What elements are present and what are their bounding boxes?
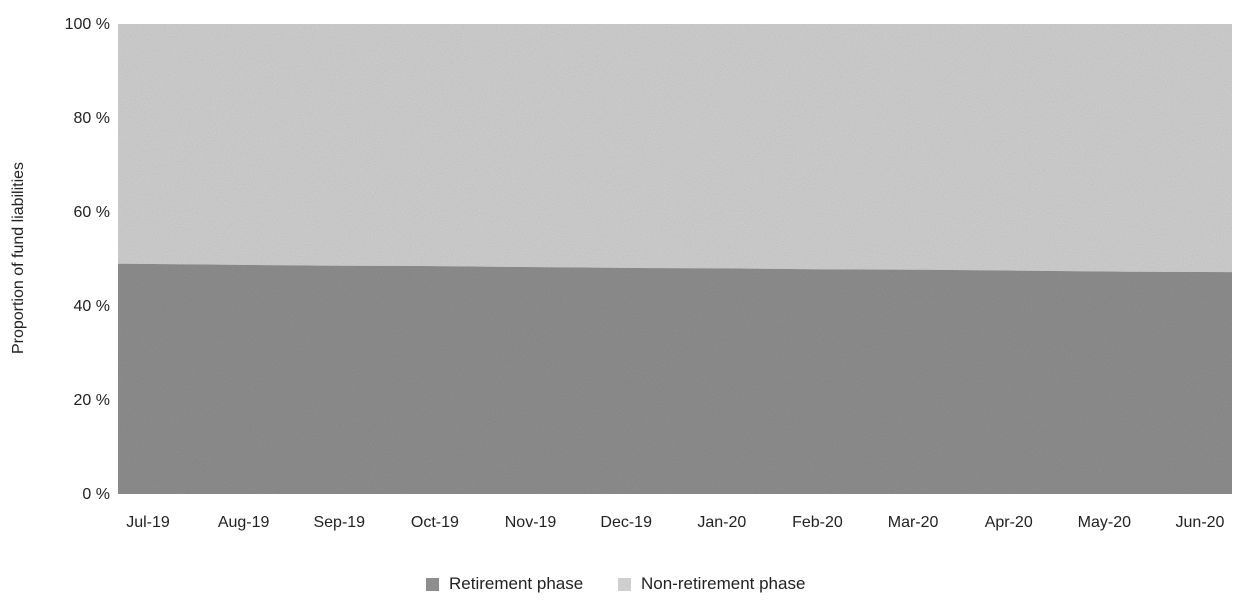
legend-swatch-non-retirement	[618, 577, 631, 591]
y-tick-label: 100 %	[65, 16, 110, 33]
legend-label-retirement: Retirement phase	[449, 574, 584, 593]
legend-label-non-retirement: Non-retirement phase	[641, 574, 806, 593]
y-tick-label: 80 %	[74, 110, 110, 127]
y-tick-label: 20 %	[74, 392, 110, 409]
x-tick-label: Jan-20	[697, 514, 746, 531]
legend-swatch-retirement	[426, 577, 439, 591]
x-tick-label: Feb-20	[792, 514, 843, 531]
legend: Retirement phase Non-retirement phase	[0, 574, 1237, 604]
x-tick-label: Nov-19	[505, 514, 557, 531]
y-axis-title: Proportion of fund liabilities	[10, 162, 27, 354]
x-tick-label: Oct-19	[411, 514, 459, 531]
area-non-retirement-phase	[118, 24, 1232, 273]
y-tick-label: 60 %	[74, 204, 110, 221]
plot-area	[118, 24, 1232, 494]
x-tick-label: Sep-19	[313, 514, 365, 531]
x-tick-label: Mar-20	[888, 514, 939, 531]
x-tick-label: Dec-19	[600, 514, 652, 531]
y-tick-label: 40 %	[74, 298, 110, 315]
x-tick-label: May-20	[1078, 514, 1131, 531]
x-tick-label: Jul-19	[126, 514, 170, 531]
x-tick-label: Aug-19	[218, 514, 270, 531]
x-tick-label: Apr-20	[985, 514, 1033, 531]
x-axis: Jul-19 Aug-19 Sep-19 Oct-19 Nov-19 Dec-19 Jan-…	[126, 514, 1224, 531]
y-tick-label: 0 %	[82, 486, 110, 503]
legend-item-non-retirement: Non-retirement phase	[618, 574, 805, 594]
legend-item-retirement: Retirement phase	[426, 574, 583, 594]
y-axis: 0 % 20 % 40 % 60 % 80 % 100 %	[65, 16, 110, 503]
area-retirement-phase	[118, 263, 1232, 494]
x-tick-label: Jun-20	[1176, 514, 1225, 531]
